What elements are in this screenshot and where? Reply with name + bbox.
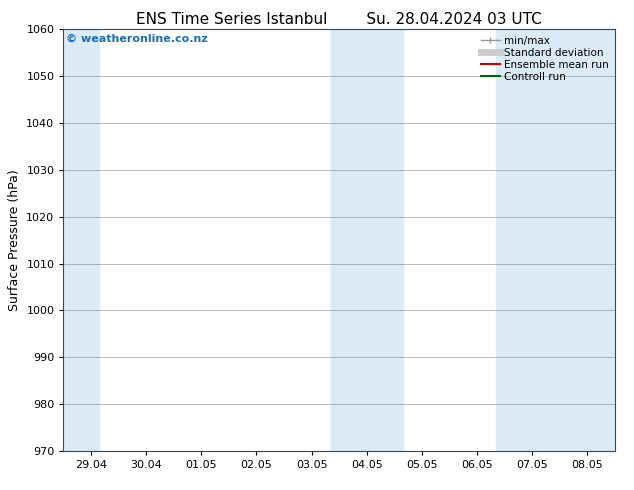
Bar xyxy=(331,29,403,451)
Title: ENS Time Series Istanbul        Su. 28.04.2024 03 UTC: ENS Time Series Istanbul Su. 28.04.2024 … xyxy=(136,12,542,27)
Text: © weatheronline.co.nz: © weatheronline.co.nz xyxy=(66,34,208,44)
Bar xyxy=(63,29,100,451)
Bar xyxy=(496,29,615,451)
Legend: min/max, Standard deviation, Ensemble mean run, Controll run: min/max, Standard deviation, Ensemble me… xyxy=(477,31,613,86)
Y-axis label: Surface Pressure (hPa): Surface Pressure (hPa) xyxy=(8,169,21,311)
